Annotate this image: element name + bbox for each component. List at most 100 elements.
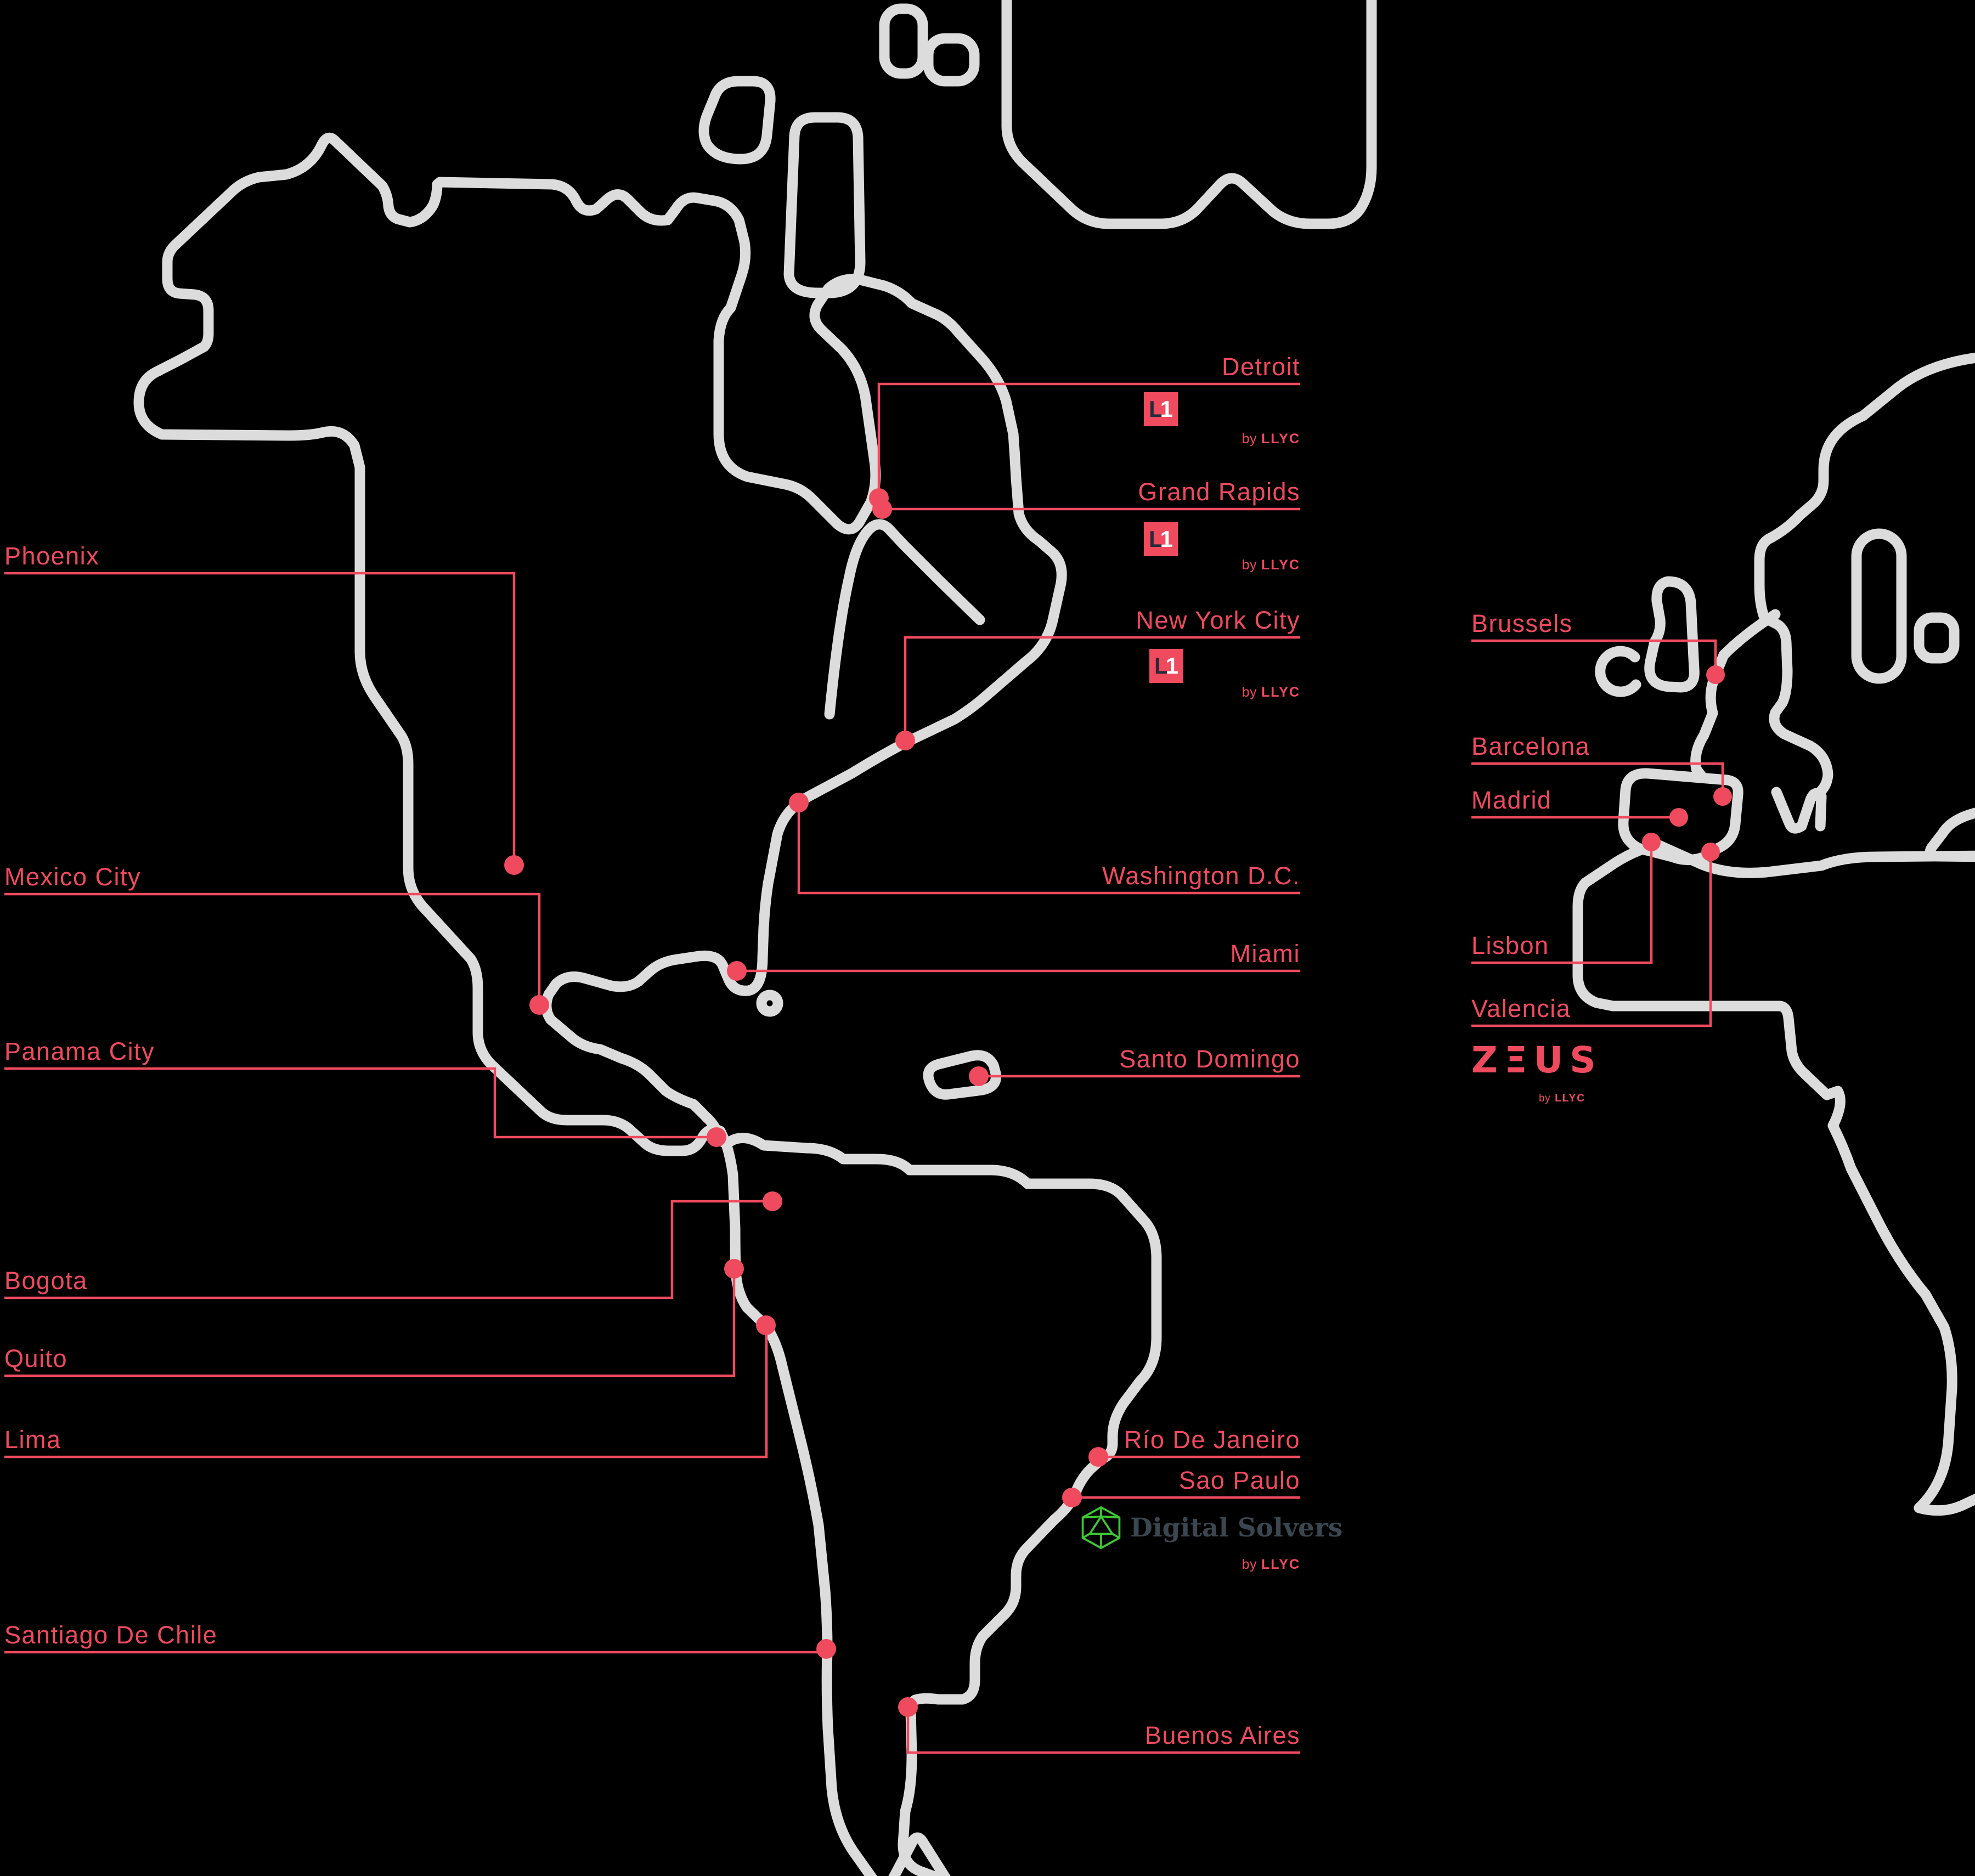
city-label-buenos-aires: Buenos Aires bbox=[1144, 1721, 1300, 1749]
map-denmark bbox=[1914, 612, 1960, 664]
city-label-valencia: Valencia bbox=[1471, 994, 1571, 1022]
city-label-santo-domingo: Santo Domingo bbox=[1119, 1045, 1300, 1073]
leader-lima bbox=[4, 1325, 768, 1459]
by-llyc-new-york-city: by LLYC bbox=[1242, 685, 1300, 700]
leader-lisbon bbox=[1471, 842, 1653, 964]
map-baltic-island bbox=[1851, 528, 1907, 684]
map-ireland bbox=[1595, 646, 1641, 697]
digital-solvers-icon bbox=[1081, 1506, 1121, 1549]
l1-number: 1 bbox=[1160, 526, 1173, 552]
leader-washington-dc bbox=[797, 803, 1300, 895]
by-text: by bbox=[1539, 1093, 1551, 1104]
city-label-rio-de-janeiro: Río De Janeiro bbox=[1124, 1426, 1300, 1454]
map-north-america-west-coast bbox=[133, 341, 732, 1156]
by-llyc-detroit: by LLYC bbox=[1242, 431, 1300, 447]
leader-detroit bbox=[877, 382, 1300, 497]
map-south-america-east bbox=[721, 1133, 1162, 1876]
leader-buenos-aires bbox=[906, 1707, 1300, 1754]
map-arctic-island-3 bbox=[879, 3, 928, 79]
by-text: by bbox=[1242, 431, 1257, 447]
l1-letter: L bbox=[1154, 653, 1169, 679]
map-great-lakes bbox=[824, 519, 985, 720]
zeus-logo: ZΞUS bbox=[1471, 1039, 1602, 1081]
city-dot-santo-domingo bbox=[969, 1066, 989, 1086]
city-dot-valencia bbox=[1701, 843, 1720, 861]
leader-bogota bbox=[4, 1200, 772, 1299]
map-great-britain bbox=[1644, 576, 1700, 693]
by-llyc-digital-solvers: by LLYC bbox=[1242, 1557, 1300, 1573]
city-dot-washington-dc bbox=[789, 793, 809, 812]
city-label-barcelona: Barcelona bbox=[1471, 732, 1590, 760]
city-label-sao-paulo: Sao Paulo bbox=[1178, 1466, 1300, 1494]
city-label-lima: Lima bbox=[4, 1426, 61, 1454]
leader-brussels bbox=[1471, 639, 1717, 675]
map-italy bbox=[1771, 787, 1827, 834]
map-south-america-west bbox=[721, 1139, 877, 1876]
city-label-phoenix: Phoenix bbox=[4, 542, 100, 570]
city-label-madrid: Madrid bbox=[1471, 786, 1552, 814]
l1-number: 1 bbox=[1165, 653, 1178, 679]
city-dot-quito bbox=[724, 1259, 744, 1279]
city-label-bogota: Bogota bbox=[4, 1267, 88, 1295]
llyc-text: LLYC bbox=[1555, 1093, 1585, 1104]
map-north-america-east-coast bbox=[162, 132, 1067, 1150]
city-dot-mexico-city bbox=[529, 995, 549, 1015]
city-label-brussels: Brussels bbox=[1471, 609, 1573, 637]
city-dot-bogota bbox=[763, 1191, 782, 1211]
leader-panama-city bbox=[4, 1067, 716, 1139]
city-dot-buenos-aires bbox=[898, 1697, 918, 1717]
leader-phoenix bbox=[4, 572, 516, 865]
digital-solvers-text: Digital Solvers bbox=[1130, 1512, 1343, 1543]
city-dot-lima bbox=[756, 1315, 776, 1335]
city-dot-panama-city bbox=[707, 1127, 726, 1147]
by-text: by bbox=[1242, 557, 1257, 573]
leader-new-york-city bbox=[904, 636, 1300, 741]
leader-mexico-city bbox=[4, 892, 541, 1005]
city-dot-lisbon bbox=[1642, 833, 1661, 851]
l1-letter: L bbox=[1148, 526, 1163, 552]
city-dot-grand-rapids bbox=[872, 499, 892, 519]
city-dot-rio-de-janeiro bbox=[1088, 1447, 1108, 1467]
city-dot-phoenix bbox=[504, 855, 524, 875]
city-label-lisbon: Lisbon bbox=[1471, 931, 1549, 959]
city-dot-miami bbox=[727, 961, 747, 981]
map-northwest-europe-coast bbox=[1690, 609, 1781, 783]
map-middle-east bbox=[1925, 807, 1975, 862]
city-label-quito: Quito bbox=[4, 1344, 68, 1372]
map-cuba bbox=[756, 990, 783, 1017]
l1-number: 1 bbox=[1160, 396, 1173, 422]
digital-solvers-logo: Digital Solvers bbox=[1080, 1505, 1342, 1550]
city-dots bbox=[504, 488, 1732, 1717]
by-llyc-grand-rapids: by LLYC bbox=[1242, 557, 1300, 573]
city-label-detroit: Detroit bbox=[1221, 353, 1300, 381]
map-greenland bbox=[1001, 0, 1377, 229]
leader-valencia bbox=[1471, 852, 1712, 1027]
map-scandinavia bbox=[1754, 352, 1975, 802]
city-dot-santiago-de-chile bbox=[816, 1639, 836, 1659]
city-dot-madrid bbox=[1669, 808, 1688, 827]
map-tierra-del-fuego bbox=[888, 1832, 951, 1876]
leader-quito bbox=[4, 1269, 736, 1377]
city-label-grand-rapids: Grand Rapids bbox=[1138, 478, 1300, 506]
city-label-miami: Miami bbox=[1230, 940, 1300, 968]
map-arctic-island-2 bbox=[783, 112, 866, 298]
by-text: by bbox=[1242, 685, 1257, 700]
llyc-text: LLYC bbox=[1261, 431, 1300, 447]
map-arctic-island-4 bbox=[923, 33, 980, 87]
map-arctic-island-1 bbox=[698, 76, 776, 165]
llyc-text: LLYC bbox=[1261, 557, 1300, 573]
city-label-washington-dc: Washington D.C. bbox=[1102, 862, 1300, 890]
city-dot-new-york-city bbox=[895, 731, 915, 750]
by-llyc-zeus: by LLYC bbox=[1471, 1093, 1585, 1105]
city-label-panama-city: Panama City bbox=[4, 1037, 155, 1065]
city-label-mexico-city: Mexico City bbox=[4, 863, 142, 891]
city-label-new-york-city: New York City bbox=[1136, 606, 1300, 634]
world-map-lines bbox=[133, 0, 1975, 1876]
city-dot-brussels bbox=[1706, 665, 1725, 684]
map-africa bbox=[1572, 839, 1975, 1516]
